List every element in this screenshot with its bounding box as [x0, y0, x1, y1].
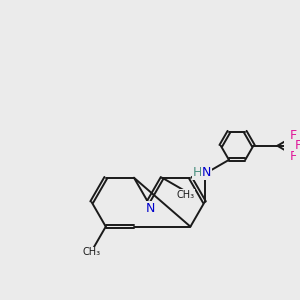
Text: N: N [202, 166, 211, 179]
Text: CH₃: CH₃ [82, 247, 101, 257]
Text: F: F [290, 129, 297, 142]
Text: H: H [193, 166, 202, 179]
Text: F: F [295, 139, 300, 152]
Text: F: F [290, 150, 297, 163]
Text: N: N [146, 202, 155, 215]
Text: CH₃: CH₃ [176, 190, 195, 200]
